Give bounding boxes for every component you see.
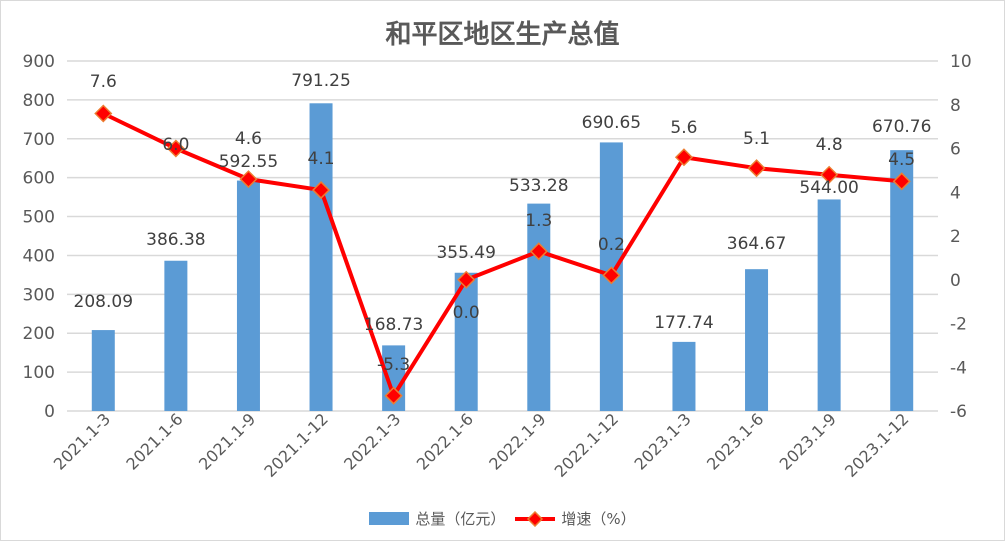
diamond-marker-icon	[94, 104, 113, 123]
legend: 总量（亿元） 增速（%）	[0, 508, 1005, 529]
left-axis-tick: 300	[23, 285, 55, 305]
line-data-label: 4.1	[308, 149, 335, 169]
x-axis-tick: 2022.1-3	[340, 409, 404, 473]
bar-swatch-icon	[369, 512, 410, 525]
x-axis-tick: 2023.1-12	[841, 409, 913, 481]
x-axis-tick: 2021.1-3	[50, 409, 114, 473]
right-axis-tick: 8	[950, 96, 961, 116]
bar	[91, 330, 115, 411]
line-data-label: 5.6	[670, 118, 697, 138]
diamond-marker-icon	[674, 148, 694, 167]
left-axis-tick: 200	[23, 324, 55, 344]
chart-title: 和平区地区生产总值	[385, 20, 620, 50]
bar	[236, 180, 260, 411]
x-axis-tick: 2022.1-9	[485, 409, 549, 473]
line-data-label: 0.0	[453, 303, 480, 323]
diamond-marker-icon	[820, 165, 839, 184]
diamond-marker-icon	[311, 181, 331, 200]
right-axis-tick: -2	[950, 315, 967, 335]
x-axis-tick: 2023.1-9	[776, 409, 840, 473]
line-data-label: 5.1	[743, 129, 770, 149]
line-data-label: 0.2	[598, 235, 625, 255]
diamond-marker-icon	[384, 386, 403, 405]
line-data-label: 4.6	[235, 129, 262, 149]
bar	[527, 203, 551, 411]
bar-data-label: 364.67	[727, 234, 786, 254]
bar	[745, 269, 769, 411]
x-axis-tick: 2022.1-12	[551, 409, 623, 481]
bar	[672, 341, 696, 411]
diamond-marker-icon	[529, 242, 548, 261]
left-axis-tick: 600	[23, 169, 55, 189]
left-axis-tick: 800	[23, 91, 55, 111]
line-data-label: 4.8	[816, 135, 843, 155]
right-axis-tick: 4	[950, 183, 961, 203]
left-axis-tick: 900	[23, 52, 55, 72]
right-axis-tick: 6	[950, 140, 961, 160]
left-axis-tick: 700	[23, 130, 55, 150]
x-axis-tick: 2021.1-12	[260, 409, 332, 481]
line-data-label: 1.3	[525, 211, 552, 231]
bar-data-label: 168.73	[364, 315, 423, 335]
line-diamond-swatch-icon	[515, 510, 556, 527]
left-axis-tick: 500	[23, 208, 55, 228]
bar-data-label: 592.55	[219, 152, 278, 172]
x-axis-tick: 2021.1-9	[195, 409, 259, 473]
legend-bar-label: 总量（亿元）	[415, 510, 506, 528]
left-axis-tick: 100	[23, 363, 55, 383]
bar-data-label: 670.76	[872, 117, 931, 137]
right-axis-tick: 2	[950, 227, 961, 247]
left-axis-tick: 0	[44, 402, 55, 422]
legend-line-label: 增速（%）	[561, 510, 636, 528]
bar	[890, 150, 914, 411]
bar-data-label: 544.00	[799, 178, 858, 198]
diamond-marker-icon	[892, 172, 911, 191]
diamond-marker-icon	[602, 266, 621, 285]
line-data-label: 4.5	[888, 150, 915, 170]
diamond-marker-icon	[747, 159, 766, 178]
x-axis-tick: 2021.1-6	[122, 409, 186, 473]
bar	[817, 199, 841, 411]
right-axis-tick: 10	[950, 52, 972, 72]
bar-data-label: 208.09	[74, 292, 133, 312]
bar-data-label: 690.65	[582, 113, 641, 133]
bar-data-label: 177.74	[654, 313, 713, 333]
left-axis-tick: 400	[23, 246, 55, 266]
right-axis-tick: 0	[950, 271, 961, 291]
bar-data-label: 791.25	[291, 71, 350, 91]
bar-data-label: 533.28	[509, 176, 568, 196]
line-data-label: 6.0	[162, 135, 189, 155]
diamond-marker-icon	[457, 270, 476, 289]
bar-data-label: 386.38	[146, 230, 205, 250]
bar	[454, 272, 478, 411]
x-axis-tick: 2022.1-6	[413, 409, 477, 473]
bar	[164, 260, 188, 411]
x-axis-tick: 2023.1-6	[703, 409, 767, 473]
legend-item-line: 增速（%）	[513, 508, 636, 529]
growth-line	[102, 111, 902, 398]
bar	[309, 103, 333, 412]
right-axis-tick: -6	[950, 402, 967, 422]
legend-item-bar: 总量（亿元）	[369, 508, 505, 529]
x-axis-tick: 2023.1-3	[630, 409, 694, 473]
diamond-marker-icon	[166, 139, 185, 158]
right-axis-tick: -4	[950, 358, 967, 378]
line-data-label: 7.6	[90, 72, 117, 92]
line-data-label: -5.3	[377, 355, 410, 375]
diamond-marker-icon	[239, 170, 258, 189]
bar-data-label: 355.49	[436, 243, 495, 263]
